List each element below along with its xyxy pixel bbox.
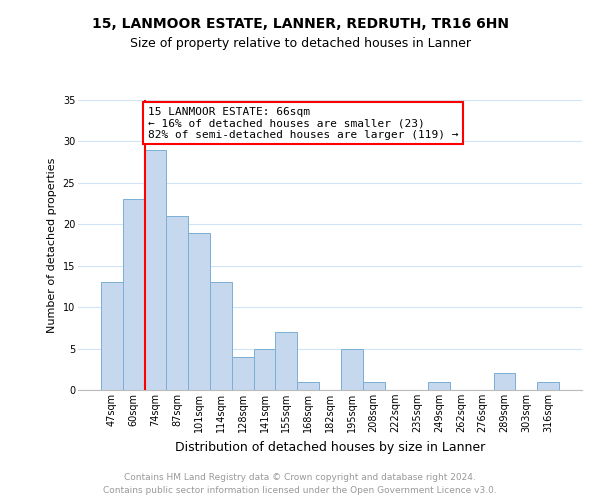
- Text: Size of property relative to detached houses in Lanner: Size of property relative to detached ho…: [130, 38, 470, 51]
- Bar: [363, 382, 385, 390]
- Text: 15 LANMOOR ESTATE: 66sqm
← 16% of detached houses are smaller (23)
82% of semi-d: 15 LANMOOR ESTATE: 66sqm ← 16% of detach…: [148, 106, 458, 140]
- Text: 15, LANMOOR ESTATE, LANNER, REDRUTH, TR16 6HN: 15, LANMOOR ESTATE, LANNER, REDRUTH, TR1…: [91, 18, 509, 32]
- Bar: [254, 348, 275, 390]
- Y-axis label: Number of detached properties: Number of detached properties: [47, 158, 57, 332]
- X-axis label: Distribution of detached houses by size in Lanner: Distribution of detached houses by size …: [175, 440, 485, 454]
- Bar: [145, 150, 166, 390]
- Bar: [232, 357, 254, 390]
- Bar: [210, 282, 232, 390]
- Bar: [123, 200, 145, 390]
- Bar: [101, 282, 123, 390]
- Bar: [494, 374, 515, 390]
- Bar: [428, 382, 450, 390]
- Text: Contains HM Land Registry data © Crown copyright and database right 2024.
Contai: Contains HM Land Registry data © Crown c…: [103, 474, 497, 495]
- Bar: [166, 216, 188, 390]
- Bar: [341, 348, 363, 390]
- Bar: [275, 332, 297, 390]
- Bar: [188, 232, 210, 390]
- Bar: [297, 382, 319, 390]
- Bar: [537, 382, 559, 390]
